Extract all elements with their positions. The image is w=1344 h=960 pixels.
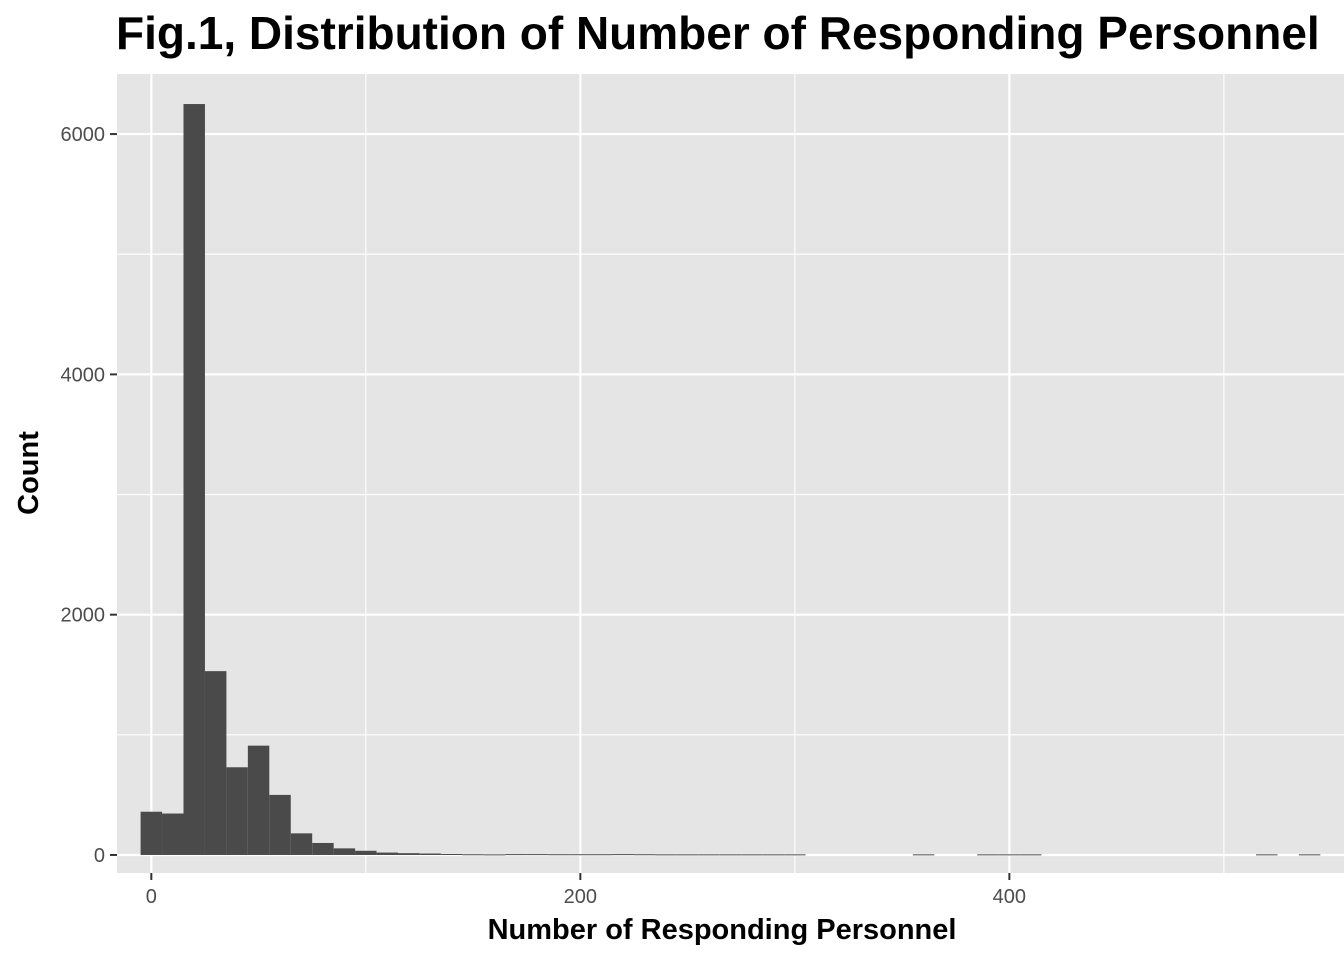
y-tick-label: 4000	[61, 364, 106, 386]
histogram-bar	[355, 850, 377, 855]
histogram-bar	[612, 854, 634, 856]
histogram-bar	[548, 854, 570, 856]
histogram-bar	[269, 794, 291, 855]
histogram-bar	[462, 854, 484, 856]
histogram-bar	[1256, 854, 1278, 856]
y-axis-title: Count	[13, 431, 45, 515]
y-tick-label: 2000	[61, 605, 106, 627]
histogram-bar	[1298, 854, 1321, 856]
histogram-bar	[419, 853, 441, 855]
histogram-bar	[204, 671, 227, 855]
histogram-bar	[676, 854, 699, 856]
y-tick-label: 0	[94, 845, 105, 867]
y-tick-label: 6000	[61, 124, 106, 146]
x-tick-label: 0	[146, 886, 157, 908]
histogram-bar	[140, 811, 163, 855]
histogram-bar	[398, 853, 420, 855]
histogram-bar	[719, 854, 742, 856]
histogram-bar	[698, 854, 720, 856]
x-tick-label: 200	[564, 886, 597, 908]
histogram-bar	[633, 854, 656, 856]
histogram-bar	[483, 854, 506, 856]
histogram-bar	[183, 104, 205, 855]
histogram-bar	[977, 854, 999, 856]
histogram-bar	[290, 833, 313, 855]
histogram-bar	[569, 854, 592, 856]
histogram-bar	[655, 854, 677, 856]
histogram-bar	[998, 854, 1021, 856]
histogram-bar	[741, 854, 763, 856]
x-tick-label: 400	[993, 886, 1026, 908]
histogram-bar	[162, 813, 184, 855]
histogram-bar	[762, 854, 785, 856]
plot-panel	[117, 74, 1344, 873]
histogram-bar	[526, 854, 549, 856]
histogram-bar	[505, 854, 527, 856]
histogram-bar	[1020, 854, 1042, 856]
histogram-bar	[312, 842, 334, 855]
histogram-bar	[226, 767, 248, 855]
histogram-bar	[333, 848, 356, 855]
histogram-bar	[440, 854, 463, 856]
histogram-bar	[784, 854, 806, 856]
histogram-bars	[140, 104, 1321, 856]
histogram-bar	[247, 745, 270, 855]
x-axis-title: Number of Responding Personnel	[488, 914, 957, 946]
chart-title: Fig.1, Distribution of Number of Respond…	[116, 7, 1320, 59]
histogram-bar	[912, 854, 935, 856]
histogram-bar	[591, 854, 613, 856]
histogram-bar	[376, 852, 399, 855]
